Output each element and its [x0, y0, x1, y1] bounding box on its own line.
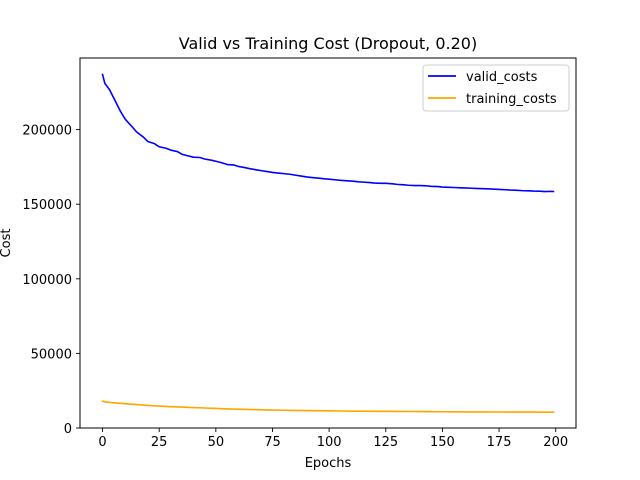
legend: valid_costs training_costs [422, 64, 570, 112]
x-tick-label: 125 [373, 435, 398, 450]
x-tick-label: 0 [98, 435, 106, 450]
x-axis-label: Epochs [305, 456, 352, 471]
series-line-valid-costs [101, 73, 555, 193]
x-tick-label: 50 [208, 435, 225, 450]
y-axis-ticks: 0 50000 100000 150000 200000 [22, 124, 80, 437]
x-tick-label: 200 [543, 435, 568, 450]
legend-box [422, 64, 570, 112]
legend-label-training-costs: training_costs [466, 92, 557, 107]
plot-area-frame [79, 57, 577, 429]
series-layer [101, 73, 555, 413]
x-tick-label: 25 [151, 435, 168, 450]
y-tick-label: 100000 [22, 273, 72, 288]
chart-title: Valid vs Training Cost (Dropout, 0.20) [179, 34, 477, 53]
x-tick-label: 150 [430, 435, 455, 450]
y-tick-label: 0 [64, 422, 72, 437]
x-tick-label: 100 [317, 435, 342, 450]
y-tick-label: 200000 [22, 124, 72, 139]
legend-label-valid-costs: valid_costs [466, 70, 538, 85]
x-axis-ticks: 0 25 50 75 100 125 150 175 200 [98, 428, 568, 450]
y-tick-label: 50000 [31, 347, 72, 362]
series-line-training-costs [101, 400, 555, 413]
x-tick-label: 175 [487, 435, 512, 450]
y-tick-label: 150000 [22, 198, 72, 213]
x-tick-label: 75 [264, 435, 281, 450]
y-axis-label: Cost [0, 229, 14, 258]
